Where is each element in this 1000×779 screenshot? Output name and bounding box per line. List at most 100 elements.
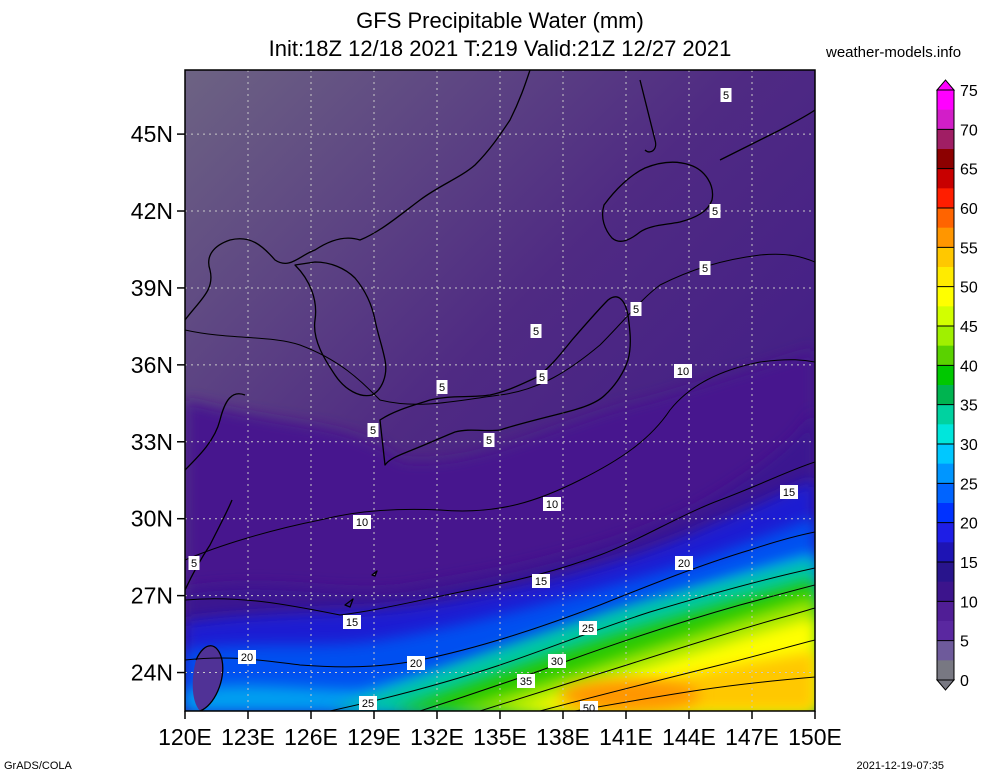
lon-tick-label: 126E (284, 724, 338, 750)
coastlines (185, 70, 815, 711)
colorbar-swatch (937, 267, 954, 288)
contour-label: 10 (353, 515, 371, 529)
contour-label: 5 (709, 204, 721, 218)
colorbar-swatch (937, 345, 954, 366)
colorbar-swatch (937, 168, 954, 189)
colorbar-label: 15 (960, 555, 978, 572)
continent-coast (185, 70, 531, 321)
contour-label: 5 (530, 324, 542, 338)
contour-label: 15 (343, 615, 361, 629)
contour-label: 10 (674, 364, 692, 378)
colorbar-swatch (937, 326, 954, 347)
contour-20mm (185, 531, 815, 668)
contour-label: 5 (720, 88, 732, 102)
colorbar-swatch (937, 483, 954, 504)
colorbar-label: 25 (960, 476, 978, 493)
colorbar-swatch (937, 404, 954, 425)
colorbar-swatch (937, 247, 954, 268)
contour-label-bg (543, 497, 561, 511)
lat-tick-label: 33N (131, 429, 173, 455)
ryukyu-islands (344, 570, 378, 608)
colorbar-bottom-arrow (935, 679, 956, 691)
colorbar-swatch (937, 621, 954, 642)
map-plot-area: 5 5 5 5 5 5 5 5 5 10 10 10 15 15 15 20 20 20 25 25 30 35 5 50 (185, 70, 815, 715)
contour-label-bg (353, 515, 371, 529)
lon-tick-label: 129E (347, 724, 401, 750)
fujian-coast (185, 499, 233, 591)
contour-label-text: 20 (678, 558, 690, 570)
contour-label-text: 35 (520, 676, 532, 688)
lat-tick-label: 45N (131, 121, 173, 147)
contour-label-bg (579, 621, 597, 635)
lon-tick-label: 144E (662, 724, 716, 750)
colorbar-label: 20 (960, 516, 978, 533)
contour-label-text: 5 (633, 304, 639, 316)
contour-30mm (419, 584, 815, 711)
contour-label-text: 5 (191, 558, 197, 570)
contour-label-bg (517, 674, 535, 688)
lon-tick-label: 123E (221, 724, 275, 750)
contour-label-bg (720, 88, 732, 102)
contour-label: 15 (532, 574, 550, 588)
colorbar-swatch (937, 227, 954, 248)
taiwan-dry-area (192, 645, 223, 711)
contour-label-bg (548, 654, 566, 668)
contour-label-text: 5 (439, 382, 445, 394)
site-credit[interactable]: weather-models.info (826, 44, 962, 61)
contour-label-bg (188, 556, 200, 570)
contour-label: 5 (188, 556, 200, 570)
contour-label-text: 50 (583, 703, 595, 715)
contour-label: 5 (536, 370, 548, 384)
map-subtitle: Init:18Z 12/18 2021 T:219 Valid:21Z 12/2… (268, 36, 732, 61)
contour-label-bg (674, 364, 692, 378)
contour-label-bg (699, 261, 711, 275)
contour-label-bg (407, 656, 425, 670)
contour-label-bg (483, 433, 495, 447)
contour-label: 20 (675, 556, 693, 570)
colorbar-swatch (937, 463, 954, 484)
contour-lines (185, 253, 815, 711)
contour-5mm (185, 253, 815, 405)
colorbar-swatch (937, 188, 954, 209)
colorbar-label: 35 (960, 398, 978, 415)
contour-label: 20 (407, 656, 425, 670)
contour-35mm (479, 607, 815, 711)
contour-label: 25 (359, 696, 377, 710)
contour-label-bg (530, 324, 542, 338)
contour-label-bg (709, 204, 721, 218)
contour-label: 5 (367, 423, 379, 437)
colorbar-label: 55 (960, 240, 978, 257)
colorbar-swatch (937, 503, 954, 524)
generation-timestamp: 2021-12-19-07:35 (856, 760, 944, 772)
contour-label: 30 (548, 654, 566, 668)
lon-tick-label: 147E (725, 724, 779, 750)
colorbar-swatch (937, 640, 954, 661)
contour-15mm (185, 461, 815, 616)
contour-45mm (574, 676, 815, 711)
colorbar-swatch (937, 208, 954, 229)
contour-label-bg (580, 701, 598, 711)
map-title: GFS Precipitable Water (mm) (356, 8, 644, 33)
contour-label-text: 20 (241, 652, 253, 664)
colorbar-swatch (937, 385, 954, 406)
contour-label-text: 25 (582, 623, 594, 635)
contour-label-text: 20 (410, 658, 422, 670)
colorbar-swatch (937, 542, 954, 563)
contour-label: 5 (630, 302, 642, 316)
colorbar-swatch (937, 286, 954, 307)
axis-ticks: 45N 42N 39N 36N 33N 30N 27N 24N 120E 123E 126E 129E… (131, 121, 842, 750)
contour-10mm (185, 359, 815, 561)
contour-label-text: 10 (546, 499, 558, 511)
lon-tick-label: 141E (599, 724, 653, 750)
colorbar-swatch (937, 109, 954, 130)
colorbar-label: 40 (960, 358, 978, 375)
contour-label-text: 5 (539, 372, 545, 384)
lat-tick-label: 27N (131, 583, 173, 609)
colorbar-swatch (937, 660, 954, 681)
colorbar-label: 5 (960, 634, 969, 651)
lon-tick-label: 150E (788, 724, 842, 750)
colorbar-swatch (937, 90, 954, 111)
lon-tick-label: 120E (158, 724, 212, 750)
colorbar-label: 75 (960, 83, 978, 100)
colorbar-label: 0 (960, 673, 969, 690)
